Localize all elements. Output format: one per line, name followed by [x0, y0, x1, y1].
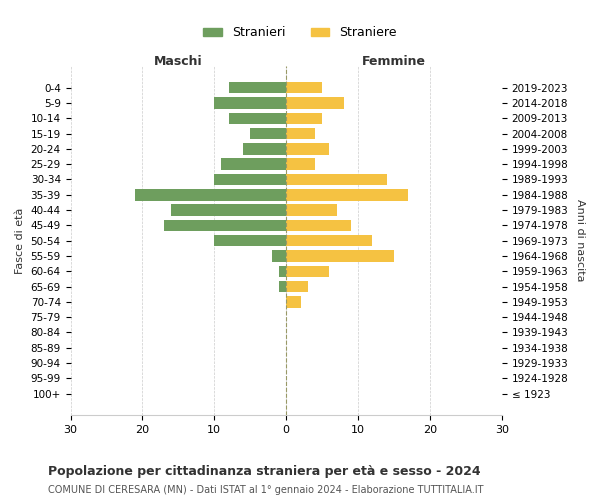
Bar	[279, 281, 286, 292]
Y-axis label: Anni di nascita: Anni di nascita	[575, 200, 585, 282]
Bar	[221, 158, 286, 170]
Text: Popolazione per cittadinanza straniera per età e sesso - 2024: Popolazione per cittadinanza straniera p…	[48, 465, 481, 478]
Bar	[286, 174, 387, 185]
Bar	[229, 82, 286, 94]
Y-axis label: Fasce di età: Fasce di età	[15, 208, 25, 274]
Bar	[243, 143, 286, 154]
Bar	[286, 158, 315, 170]
Bar	[286, 220, 351, 231]
Bar	[286, 143, 329, 154]
Bar	[135, 189, 286, 200]
Bar	[286, 189, 409, 200]
Text: Femmine: Femmine	[362, 55, 426, 68]
Bar	[279, 266, 286, 277]
Text: COMUNE DI CERESARA (MN) - Dati ISTAT al 1° gennaio 2024 - Elaborazione TUTTITALI: COMUNE DI CERESARA (MN) - Dati ISTAT al …	[48, 485, 484, 495]
Bar	[171, 204, 286, 216]
Bar	[286, 296, 301, 308]
Bar	[214, 174, 286, 185]
Bar	[272, 250, 286, 262]
Bar	[286, 112, 322, 124]
Bar	[286, 281, 308, 292]
Bar	[286, 82, 322, 94]
Bar	[250, 128, 286, 140]
Bar	[286, 204, 337, 216]
Bar	[286, 266, 329, 277]
Legend: Stranieri, Straniere: Stranieri, Straniere	[198, 21, 402, 44]
Bar	[214, 235, 286, 246]
Bar	[229, 112, 286, 124]
Bar	[286, 128, 315, 140]
Bar	[164, 220, 286, 231]
Bar	[286, 98, 344, 108]
Bar	[286, 250, 394, 262]
Bar	[286, 235, 373, 246]
Text: Maschi: Maschi	[154, 55, 203, 68]
Bar	[214, 98, 286, 108]
